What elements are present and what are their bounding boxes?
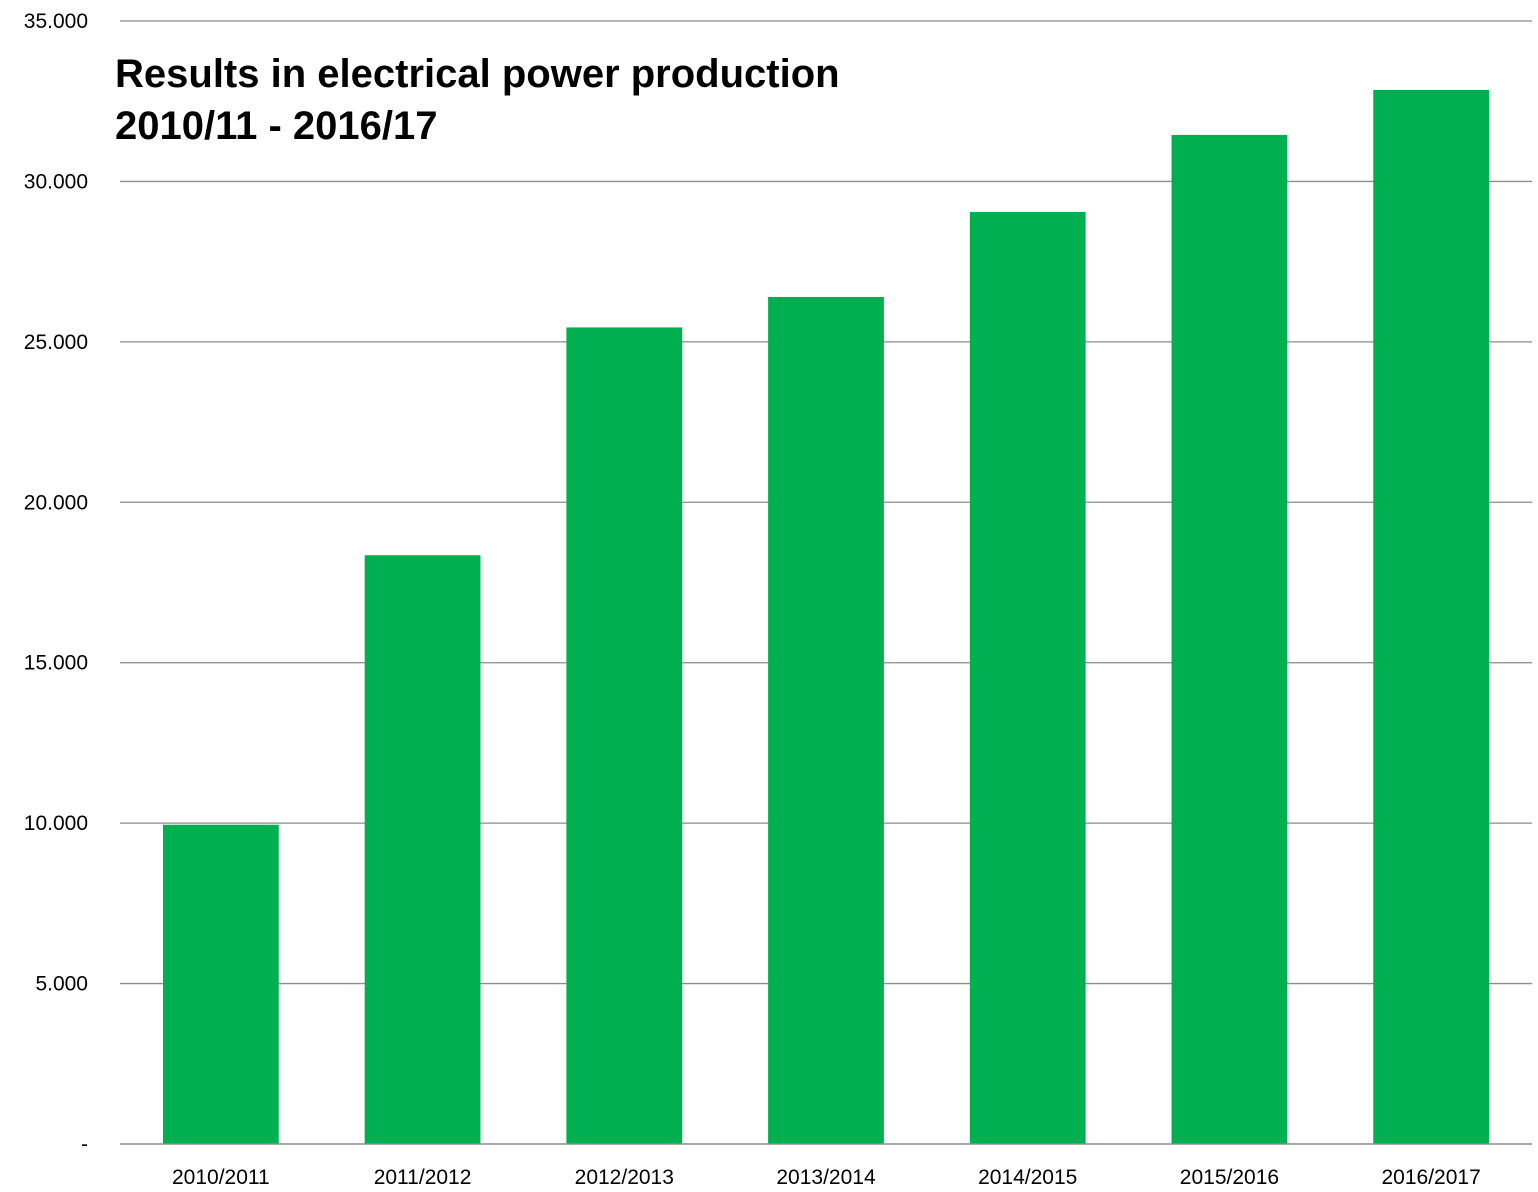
y-tick-label: 35.000 <box>24 10 88 33</box>
y-tick-label: 10.000 <box>24 812 88 835</box>
x-tick-label: 2011/2012 <box>374 1166 472 1189</box>
y-tick-labels: - 5.000 10.000 15.000 20.000 25.000 30.000 35.0… <box>24 10 88 1156</box>
chart-title-line-1: Results in electrical power production <box>115 52 840 96</box>
y-tick-label: 20.000 <box>24 491 88 514</box>
x-tick-labels: 2010/2011 2011/2012 2012/2013 2013/2014 2014… <box>172 1166 1481 1189</box>
bar <box>1373 89 1490 1145</box>
bars <box>162 89 1490 1145</box>
x-tick-label: 2014/2015 <box>978 1166 1077 1189</box>
x-tick-label: 2010/2011 <box>172 1166 270 1189</box>
y-tick-label: 15.000 <box>24 652 88 675</box>
bar <box>969 211 1086 1144</box>
bar <box>162 824 279 1144</box>
x-tick-label: 2015/2016 <box>1180 1166 1279 1189</box>
chart-title: Results in electrical power production 2… <box>115 48 935 152</box>
bar <box>364 555 481 1144</box>
bar <box>768 296 884 1144</box>
x-tick-label: 2012/2013 <box>575 1166 674 1189</box>
y-tick-label: - <box>81 1133 88 1156</box>
bar <box>566 327 683 1144</box>
y-tick-label: 5.000 <box>35 973 88 996</box>
bar <box>1171 134 1288 1144</box>
y-tick-label: 25.000 <box>24 331 88 354</box>
y-tick-label: 30.000 <box>24 170 88 193</box>
x-tick-label: 2013/2014 <box>776 1166 876 1189</box>
x-tick-label: 2016/2017 <box>1382 1166 1481 1189</box>
chart-title-line-2: 2010/11 - 2016/17 <box>115 104 438 148</box>
